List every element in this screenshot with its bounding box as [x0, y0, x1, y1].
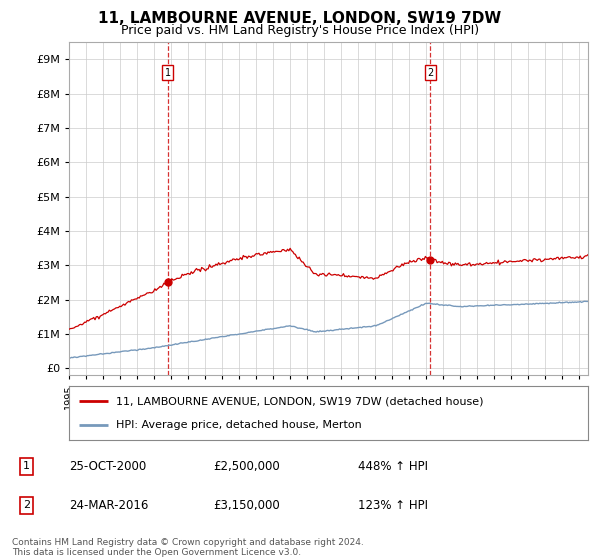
Text: Contains HM Land Registry data © Crown copyright and database right 2024.
This d: Contains HM Land Registry data © Crown c… [12, 538, 364, 557]
Text: 1: 1 [165, 68, 171, 78]
Text: £3,150,000: £3,150,000 [214, 499, 280, 512]
Text: 11, LAMBOURNE AVENUE, LONDON, SW19 7DW (detached house): 11, LAMBOURNE AVENUE, LONDON, SW19 7DW (… [116, 396, 483, 407]
Text: 25-OCT-2000: 25-OCT-2000 [70, 460, 147, 473]
Text: 2: 2 [23, 501, 30, 510]
Text: 123% ↑ HPI: 123% ↑ HPI [358, 499, 428, 512]
Text: 11, LAMBOURNE AVENUE, LONDON, SW19 7DW: 11, LAMBOURNE AVENUE, LONDON, SW19 7DW [98, 11, 502, 26]
Text: £2,500,000: £2,500,000 [214, 460, 280, 473]
Text: HPI: Average price, detached house, Merton: HPI: Average price, detached house, Mert… [116, 419, 361, 430]
Text: Price paid vs. HM Land Registry's House Price Index (HPI): Price paid vs. HM Land Registry's House … [121, 24, 479, 37]
Text: 448% ↑ HPI: 448% ↑ HPI [358, 460, 428, 473]
Text: 2: 2 [427, 68, 433, 78]
Text: 1: 1 [23, 461, 30, 471]
Text: 24-MAR-2016: 24-MAR-2016 [70, 499, 149, 512]
